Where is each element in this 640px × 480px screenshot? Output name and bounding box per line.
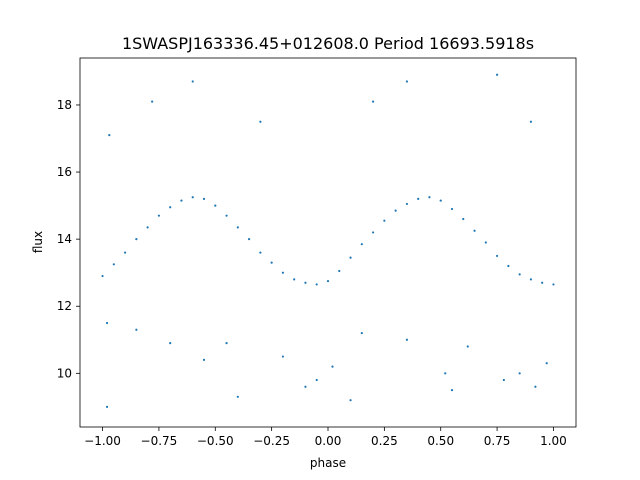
- data-point: [405, 80, 409, 83]
- data-point: [236, 226, 239, 229]
- data-point: [191, 196, 194, 199]
- data-point: [247, 238, 251, 241]
- x-tick-label: −0.25: [253, 434, 290, 448]
- data-point: [105, 321, 109, 325]
- data-point: [202, 358, 206, 362]
- data-point: [349, 399, 352, 402]
- x-tick-label: 0.00: [315, 434, 342, 448]
- data-point: [552, 283, 555, 286]
- data-point: [293, 278, 296, 281]
- data-point: [444, 372, 447, 375]
- data-point: [534, 385, 537, 388]
- data-point: [225, 214, 228, 217]
- data-point: [502, 378, 505, 382]
- data-point: [225, 342, 228, 345]
- y-tick-label: 14: [57, 232, 72, 246]
- y-tick-label: 12: [57, 299, 72, 313]
- data-point: [315, 283, 318, 286]
- data-point: [360, 331, 363, 335]
- data-point: [326, 279, 330, 283]
- y-tick-label: 18: [57, 98, 72, 112]
- data-point: [281, 271, 285, 274]
- data-point: [529, 120, 533, 123]
- y-tick-label: 10: [57, 366, 72, 380]
- data-point: [259, 251, 262, 254]
- data-point: [439, 199, 442, 202]
- x-tick-label: 0.25: [371, 434, 398, 448]
- x-tick-label: −1.00: [84, 434, 121, 448]
- data-point: [450, 389, 454, 392]
- data-point: [466, 345, 469, 348]
- data-point: [101, 274, 104, 278]
- data-point: [135, 238, 138, 241]
- data-point: [112, 263, 115, 266]
- data-point: [169, 206, 172, 209]
- data-point: [135, 328, 138, 331]
- data-point: [383, 219, 386, 222]
- x-axis-label: phase: [310, 456, 346, 470]
- data-point: [304, 281, 307, 284]
- data-point: [428, 196, 431, 199]
- data-point: [108, 134, 111, 137]
- data-points: [101, 73, 555, 408]
- x-tick-label: 0.75: [484, 434, 511, 448]
- data-point: [541, 281, 544, 284]
- data-point: [270, 261, 273, 264]
- data-point: [180, 199, 183, 202]
- data-point: [405, 338, 409, 341]
- data-point: [495, 254, 499, 258]
- data-point: [417, 197, 420, 200]
- y-axis-label: flux: [31, 231, 45, 253]
- data-point: [157, 214, 161, 217]
- x-tick-label: −0.75: [141, 434, 178, 448]
- data-point: [518, 273, 521, 276]
- data-point: [473, 229, 476, 232]
- data-point: [151, 100, 154, 103]
- data-point: [236, 395, 239, 398]
- data-point: [360, 243, 363, 246]
- data-point: [191, 80, 194, 83]
- data-point: [405, 202, 409, 206]
- data-point: [394, 209, 397, 212]
- y-axis-ticks: 10 12 14 16 18: [57, 98, 80, 380]
- chart-title: 1SWASPJ163336.45+012608.0 Period 16693.5…: [122, 34, 534, 53]
- data-point: [123, 251, 127, 254]
- data-point: [259, 120, 262, 123]
- data-point: [507, 264, 510, 268]
- data-point: [545, 362, 548, 365]
- data-point: [214, 204, 217, 207]
- y-tick-label: 16: [57, 165, 72, 179]
- data-point: [169, 342, 172, 345]
- x-tick-label: −0.50: [197, 434, 234, 448]
- data-point: [518, 372, 521, 375]
- data-point: [529, 278, 533, 281]
- data-point: [105, 405, 109, 408]
- x-axis-ticks: −1.00 −0.75 −0.50 −0.25 0.00 0.25 0.50 0.75 1.00: [84, 427, 567, 448]
- data-point: [146, 226, 149, 229]
- data-point: [371, 100, 375, 103]
- data-point: [484, 241, 487, 244]
- plot-area-frame: [79, 57, 577, 428]
- data-point: [371, 231, 375, 234]
- data-point: [202, 197, 206, 200]
- data-point: [304, 385, 307, 388]
- data-point: [281, 355, 285, 358]
- data-point: [495, 73, 499, 76]
- data-point: [462, 217, 465, 221]
- data-point: [349, 256, 352, 259]
- data-point: [315, 378, 318, 382]
- x-tick-label: 1.00: [540, 434, 567, 448]
- data-point: [331, 365, 334, 368]
- data-point: [450, 207, 454, 211]
- x-tick-label: 0.50: [427, 434, 454, 448]
- data-point: [338, 269, 341, 273]
